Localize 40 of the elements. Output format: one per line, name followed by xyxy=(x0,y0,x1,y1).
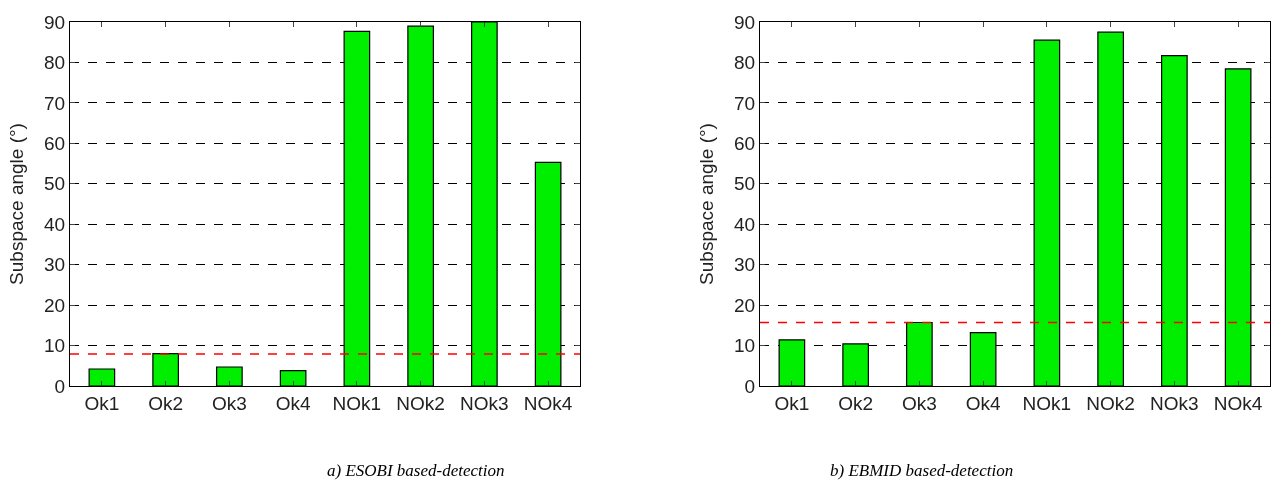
y-tick-label: 0 xyxy=(744,375,756,397)
x-tick-label: NOk1 xyxy=(1022,392,1072,414)
y-tick-label: 20 xyxy=(734,294,756,316)
y-tick-label: 10 xyxy=(734,335,756,357)
x-tick-label: NOk3 xyxy=(1150,392,1199,414)
x-tick-label: Ok4 xyxy=(275,392,311,414)
y-axis-title: Subspace angle (°) xyxy=(695,123,717,285)
y-tick-label: 40 xyxy=(44,213,66,235)
x-tick-label: NOk4 xyxy=(523,392,573,414)
x-tick-label: Ok1 xyxy=(84,392,120,414)
y-tick-label: 80 xyxy=(44,52,66,74)
x-tick-label: NOk2 xyxy=(396,392,445,414)
y-tick-label: 60 xyxy=(44,132,66,154)
y-tick-label: 30 xyxy=(734,254,756,276)
y-tick-label: 60 xyxy=(734,132,756,154)
y-tick-label: 30 xyxy=(44,254,66,276)
x-tick-label: Ok2 xyxy=(838,392,874,414)
y-tick-label: 70 xyxy=(734,92,756,114)
y-tick-label: 10 xyxy=(44,335,66,357)
y-tick-label: 50 xyxy=(734,173,756,195)
x-tick-label: Ok3 xyxy=(211,392,247,414)
x-tick-label: NOk3 xyxy=(460,392,509,414)
y-tick-label: 50 xyxy=(44,173,66,195)
y-axis-title: Subspace angle (°) xyxy=(5,123,27,285)
x-tick-label: NOk2 xyxy=(1086,392,1135,414)
x-tick-label: Ok4 xyxy=(965,392,1001,414)
y-tick-label: 90 xyxy=(44,11,66,33)
x-tick-label: NOk4 xyxy=(1213,392,1263,414)
y-tick-label: 20 xyxy=(44,294,66,316)
y-tick-label: 90 xyxy=(734,11,756,33)
y-tick-label: 40 xyxy=(734,213,756,235)
x-tick-label: Ok1 xyxy=(774,392,810,414)
x-tick-label: Ok3 xyxy=(901,392,937,414)
text: a) ESOBI based-detection xyxy=(327,461,505,480)
text: b) EBMID based-detection xyxy=(830,461,1014,480)
y-tick-label: 0 xyxy=(54,375,66,397)
x-tick-label: NOk1 xyxy=(332,392,382,414)
x-tick-label: Ok2 xyxy=(148,392,184,414)
y-tick-label: 80 xyxy=(734,52,756,74)
y-tick-label: 70 xyxy=(44,92,66,114)
